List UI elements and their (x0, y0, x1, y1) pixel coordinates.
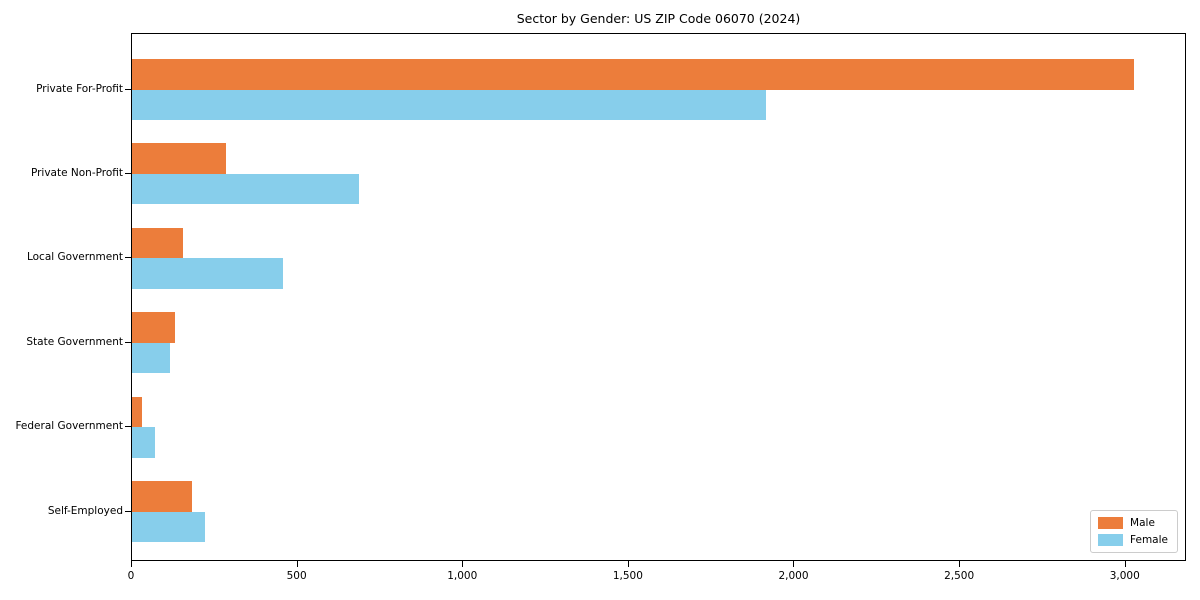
legend-label: Female (1130, 534, 1168, 546)
bar-female-3 (132, 342, 171, 374)
y-tick-0 (125, 88, 131, 90)
bar-male-0 (132, 59, 1134, 90)
x-tick-6 (1124, 561, 1126, 567)
y-tick-4 (125, 426, 131, 428)
bar-female-1 (132, 173, 359, 205)
y-axis-label-2: Local Government (26, 251, 123, 264)
x-tick-label-0: 0 (127, 570, 135, 582)
y-axis-label-3: State Government (26, 335, 123, 348)
y-axis-label-5: Self-Employed (47, 504, 123, 517)
bar-male-2 (132, 227, 184, 259)
y-axis-label-0: Private For-Profit (36, 82, 123, 95)
legend-swatch-icon (1098, 517, 1124, 529)
y-tick-5 (125, 510, 131, 512)
legend-label: Male (1130, 517, 1155, 529)
y-axis-label-1: Private Non-Profit (30, 166, 123, 179)
x-tick-0 (131, 561, 132, 567)
y-tick-2 (125, 257, 131, 259)
x-tick-label-4: 2,000 (778, 570, 809, 582)
x-tick-label-2: 1,000 (447, 570, 478, 582)
plot-area: Male Female (131, 33, 1186, 561)
bar-female-0 (132, 89, 767, 120)
x-tick-2 (462, 561, 464, 567)
bar-female-2 (132, 258, 283, 289)
x-tick-1 (296, 561, 298, 567)
x-tick-label-1: 500 (286, 570, 307, 582)
bar-male-3 (132, 312, 176, 343)
x-tick-label-3: 1,500 (612, 570, 643, 582)
legend-swatch-icon (1098, 534, 1124, 546)
x-tick-label-6: 3,000 (1109, 570, 1140, 582)
bar-male-5 (132, 481, 192, 512)
chart-title: Sector by Gender: US ZIP Code 06070 (202… (516, 11, 801, 26)
y-tick-3 (125, 341, 131, 343)
bar-female-5 (132, 511, 205, 542)
y-tick-1 (125, 172, 131, 174)
bar-male-1 (132, 143, 227, 174)
y-axis-label-4: Federal Government (15, 420, 123, 433)
bar-female-4 (132, 427, 156, 458)
legend-entry-female: Female (1098, 534, 1168, 546)
x-tick-5 (959, 561, 961, 567)
legend-entry-male: Male (1098, 517, 1168, 529)
x-tick-3 (627, 561, 629, 567)
bar-male-4 (132, 396, 142, 428)
x-tick-4 (793, 561, 795, 567)
x-tick-label-5: 2,500 (944, 570, 975, 582)
legend: Male Female (1090, 510, 1178, 553)
